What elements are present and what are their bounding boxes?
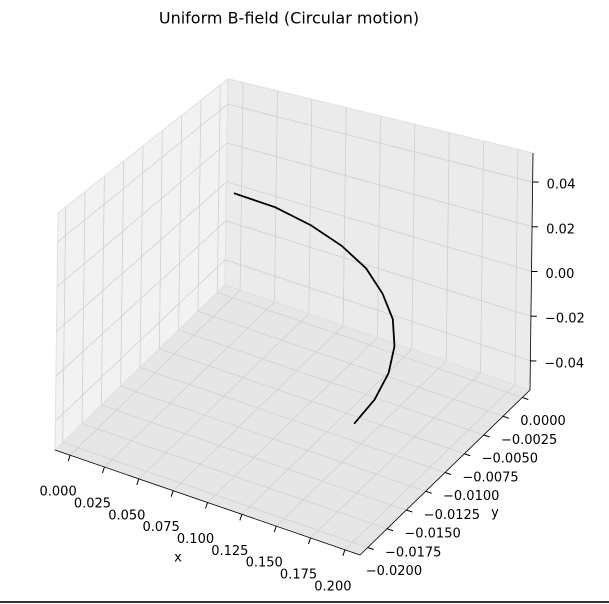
- y-tick: [386, 528, 394, 532]
- grid-line: [55, 220, 227, 377]
- grid-line: [225, 220, 532, 317]
- chart-title: Uniform B-field (Circular motion): [159, 9, 419, 28]
- z-tick-label: 0.02: [546, 222, 575, 237]
- grid: [55, 82, 533, 551]
- y-tick: [406, 509, 413, 513]
- x-tick: [308, 537, 312, 545]
- grid-line: [227, 103, 533, 183]
- y-tick-label: −0.0075: [462, 470, 518, 485]
- y-tick: [483, 434, 490, 438]
- x-tick-label: 0.200: [314, 579, 351, 594]
- grid-line: [62, 442, 368, 548]
- grid-line: [217, 292, 523, 398]
- y-tick: [522, 397, 529, 400]
- grid-line: [81, 423, 388, 530]
- x-tick: [101, 466, 105, 474]
- z-tick-label: −0.04: [544, 356, 584, 371]
- x-tick-label: 0.100: [177, 532, 214, 547]
- x-axis-label: x: [174, 551, 182, 566]
- grid-line: [226, 142, 533, 228]
- y-tick: [367, 547, 374, 550]
- grid-line: [159, 348, 465, 455]
- axes: 0.0000.0250.0500.0750.1000.1250.1500.175…: [40, 152, 585, 594]
- y-tick: [464, 453, 471, 457]
- grid-line: [55, 259, 226, 422]
- x-tick-label: 0.175: [280, 567, 317, 582]
- y-tick-label: −0.0025: [501, 433, 557, 448]
- x-tick-label: 0.025: [74, 497, 111, 512]
- grid-line: [197, 310, 504, 417]
- y-tick-label: −0.0175: [385, 545, 441, 560]
- x-tick: [342, 549, 346, 556]
- x-tick-label: 0.150: [246, 556, 283, 571]
- trajectory: [233, 192, 396, 425]
- x-tick: [205, 502, 208, 509]
- grid-line: [225, 259, 531, 362]
- x-tick: [136, 478, 140, 486]
- y-tick: [425, 490, 432, 494]
- z-tick-label: −0.02: [545, 312, 585, 327]
- x-tick: [67, 455, 71, 462]
- x-tick-label: 0.075: [143, 520, 180, 535]
- y-axis-line: [359, 389, 531, 556]
- y-axis-label: y: [491, 506, 499, 521]
- y-tick: [444, 472, 452, 475]
- grid-line: [56, 142, 228, 288]
- y-tick-label: −0.0125: [424, 508, 480, 523]
- x-tick: [273, 525, 277, 533]
- y-tick-label: 0.0000: [520, 414, 566, 429]
- x-axis-line: [54, 449, 361, 556]
- grid-line: [120, 385, 426, 492]
- y-tick-label: −0.0100: [443, 489, 499, 504]
- x-tick-label: 0.000: [40, 485, 77, 500]
- y-tick-label: −0.0050: [482, 452, 538, 467]
- y-tick: [502, 415, 510, 419]
- x-tick: [170, 490, 174, 497]
- x-tick-label: 0.125: [211, 544, 248, 559]
- y-tick-label: −0.0200: [366, 564, 422, 579]
- z-tick-label: 0.00: [546, 267, 575, 282]
- y-tick-label: −0.0150: [404, 527, 460, 542]
- grid-line: [101, 404, 407, 511]
- grid-line: [226, 181, 532, 272]
- grid-line: [139, 367, 446, 473]
- z-axis-line: [529, 152, 534, 391]
- z-tick-label: 0.04: [547, 178, 576, 193]
- grid-line: [178, 329, 484, 436]
- grid-line: [56, 181, 227, 332]
- grid-line: [57, 103, 228, 243]
- x-tick-label: 0.050: [108, 508, 145, 523]
- x-tick: [239, 514, 243, 521]
